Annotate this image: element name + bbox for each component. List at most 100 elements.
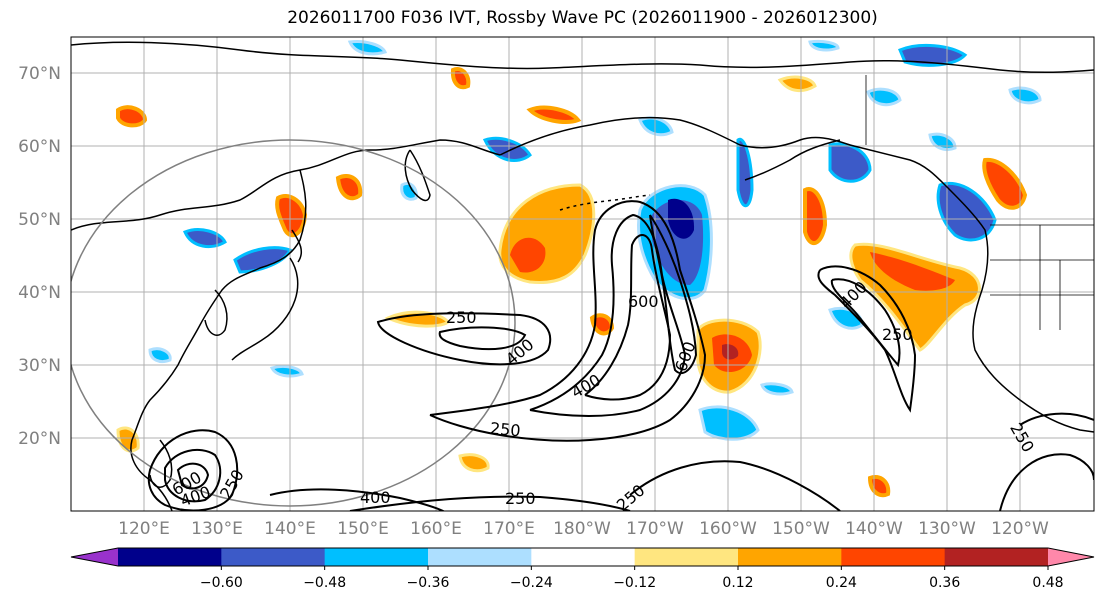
colorbar-tick-label: −0.24 [510, 575, 553, 591]
positive-anomaly-region [450, 67, 471, 90]
positive-anomaly-region [458, 453, 490, 473]
colorbar-segment [531, 548, 636, 566]
chart-title: 2026011700 F036 IVT, Rossby Wave PC (202… [287, 8, 878, 28]
colorbar-segment [841, 548, 946, 566]
lat-label: 60°N [18, 137, 61, 157]
ivt-contour-400 [269, 488, 446, 511]
ivt-contour-250 [376, 312, 552, 366]
korea-coastline [204, 289, 228, 336]
ivt-contour-400 [438, 326, 527, 351]
ivt-contour-250 [999, 453, 1094, 511]
colorbar-segment [738, 548, 842, 566]
lat-label: 30°N [18, 356, 61, 376]
positive-anomaly-region [867, 475, 891, 498]
ivt-contour-250 [429, 200, 707, 442]
na-west-coastline [944, 184, 1094, 433]
ivt-contour-600 [649, 214, 698, 375]
ivt-contours [147, 200, 1094, 511]
lat-label: 40°N [18, 283, 61, 303]
lon-label: 140°E [264, 519, 316, 539]
negative-anomaly-region [736, 137, 754, 208]
japan-coastline [231, 229, 303, 361]
longitude-labels: 120°E 130°E 140°E 150°E 160°E 170°E 180°… [118, 519, 1049, 539]
contour-label: 250 [489, 419, 521, 441]
colorbar-tick-label: −0.36 [407, 575, 450, 591]
lon-label: 170°E [483, 519, 535, 539]
ivt-contour-250 [817, 265, 917, 413]
ivt-contour-250 [629, 460, 841, 511]
lon-label: 160°E [410, 519, 462, 539]
lon-label: 140°W [845, 519, 903, 539]
negative-anomaly-region [148, 347, 172, 364]
colorbar-tick-label: −0.12 [613, 575, 656, 591]
positive-anomaly-core [870, 252, 955, 291]
lon-label: 120°E [118, 519, 170, 539]
positive-anomaly-region [982, 157, 1028, 210]
arctic-coastline [71, 41, 1094, 74]
positive-anomaly-region [803, 187, 828, 245]
lon-label: 120°W [991, 519, 1049, 539]
colorbar-tick-label: −0.60 [200, 575, 243, 591]
map-border [70, 36, 1095, 512]
negative-anomaly-region [828, 142, 872, 183]
colorbar-outline [70, 547, 1095, 567]
lon-label: 170°W [626, 519, 684, 539]
political-borders [865, 75, 1094, 330]
positive-anomaly-core [510, 237, 546, 273]
contour-label: 400 [360, 488, 391, 507]
kamchatka-coastline [404, 149, 431, 202]
colorbar-extend-max [1048, 548, 1094, 566]
colorbar-tick-label: 0.24 [826, 575, 857, 591]
colorbar-segment [428, 548, 532, 566]
negative-anomaly-region [808, 39, 840, 52]
positive-anomaly-region [589, 313, 615, 336]
alaska-coastline [499, 116, 946, 186]
lon-label: 150°E [337, 519, 389, 539]
range-circle [71, 139, 516, 507]
colorbar-tick-label: 0.48 [1032, 575, 1063, 591]
negative-anomaly-region [183, 228, 227, 249]
contour-label: 250 [505, 489, 536, 508]
latitude-labels: 70°N 60°N 50°N 40°N 30°N 20°N [18, 64, 61, 449]
asia-coastline [71, 139, 501, 511]
colorbar-segment [944, 548, 1049, 566]
ivt-contour-600 [584, 234, 672, 401]
colorbar [70, 547, 1095, 567]
colorbar-ticks: −0.60 −0.48 −0.36 −0.24 −0.12 0.12 0.24 0.36 0.4… [200, 566, 1064, 591]
lat-label: 50°N [18, 210, 61, 230]
positive-anomaly-core [722, 344, 739, 360]
colorbar-segment [118, 548, 222, 566]
colorbar-segment [324, 548, 429, 566]
coastlines [71, 41, 1094, 511]
ivt-contour-250 [1019, 412, 1094, 426]
lat-label: 20°N [18, 429, 61, 449]
negative-anomaly-region [898, 44, 968, 67]
ivt-contour-250 [349, 495, 631, 511]
philippines-coastline [149, 439, 173, 488]
lon-label: 180°W [553, 519, 611, 539]
colorbar-extend-min [71, 548, 118, 566]
lon-label: 160°W [699, 519, 757, 539]
negative-anomaly-region [269, 364, 304, 378]
lat-label: 70°N [18, 64, 61, 84]
lon-label: 150°W [772, 519, 830, 539]
positive-anomaly-region [275, 194, 308, 238]
ivt-contour-400 [830, 278, 901, 368]
positive-anomaly-region [526, 105, 582, 124]
negative-anomaly-region [698, 405, 760, 441]
contour-label: 250 [882, 325, 913, 344]
contour-label: 600 [628, 292, 659, 311]
colorbar-tick-label: −0.48 [303, 575, 346, 591]
negative-anomaly-region [866, 87, 902, 107]
lon-label: 130°E [191, 519, 243, 539]
colorbar-segment [634, 548, 739, 566]
aleutian-islands [559, 194, 651, 211]
ivt-contour-600 [176, 462, 210, 490]
negative-anomaly-region [760, 382, 794, 396]
colorbar-tick-label: 0.36 [929, 575, 960, 591]
ivt-contour-250 [147, 429, 239, 511]
colorbar-tick-label: 0.12 [722, 575, 753, 591]
positive-anomaly-region [116, 105, 148, 128]
ivt-contour-400 [164, 448, 222, 503]
